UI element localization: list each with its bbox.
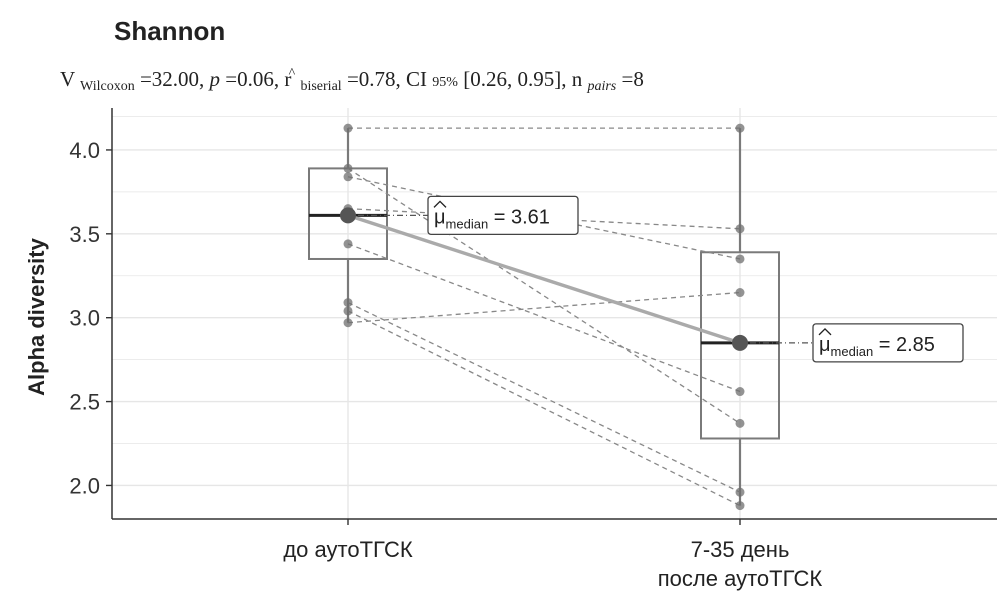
y-tick-label: 2.0: [69, 473, 100, 498]
x-tick-label: 7-35 день: [691, 537, 790, 562]
data-point: [343, 318, 353, 328]
median-point: [340, 207, 356, 224]
pair-line: [347, 310, 741, 507]
box-body: [700, 251, 780, 440]
data-point: [343, 163, 353, 173]
chart-title: Shannon: [114, 16, 225, 46]
data-point: [735, 224, 745, 234]
x-tick-label: до аутоТГСК: [283, 537, 412, 562]
data-point: [735, 487, 745, 497]
annotation-hat-icon: [433, 200, 447, 208]
data-point: [343, 239, 353, 249]
y-tick-label: 3.5: [69, 222, 100, 247]
data-point: [343, 123, 353, 133]
pair-line: [347, 291, 741, 324]
chart-subtitle: V Wilcoxon =32.00, p =0.06, r ^ biserial…: [60, 58, 644, 95]
median-connect-line: [347, 213, 741, 345]
x-tick-label: после аутоТГСК: [658, 566, 823, 591]
annotation-box: [427, 195, 579, 236]
median-point: [732, 334, 748, 351]
data-point: [343, 172, 353, 182]
y-axis-label: Alpha diversity: [24, 237, 49, 395]
y-tick-label: 3.0: [69, 306, 100, 331]
annotation-label: μmedian = 3.61: [434, 206, 550, 231]
data-point: [735, 288, 745, 298]
data-point: [735, 387, 745, 397]
pair-line: [347, 302, 741, 493]
data-point: [735, 254, 745, 264]
annotation-label: μmedian = 2.85: [819, 334, 935, 359]
y-tick-label: 2.5: [69, 390, 100, 415]
pair-line: [347, 167, 741, 424]
data-point: [735, 123, 745, 133]
pair-line: [347, 243, 741, 393]
pair-line: [347, 208, 741, 230]
data-point: [735, 418, 745, 428]
data-point: [343, 298, 353, 308]
y-tick-label: 4.0: [69, 138, 100, 163]
annotation-hat-icon: [818, 327, 832, 336]
plot-area: 2.0 2.5 3.0 3.5 4.0 до аутоТГСК 7-35 день после…: [69, 108, 997, 591]
data-point: [735, 501, 745, 511]
annotation-box: [812, 323, 964, 363]
data-point: [343, 306, 353, 316]
